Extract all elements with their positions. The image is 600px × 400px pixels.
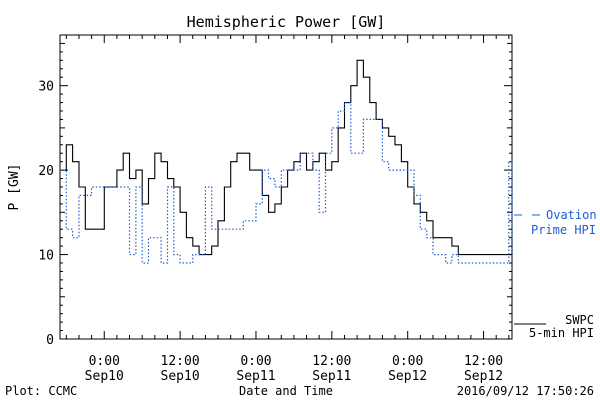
x-tick-label-time: 0:00: [89, 354, 120, 369]
x-axis-label: Date and Time: [239, 384, 333, 398]
y-axis-label: P [GW]: [7, 164, 22, 211]
y-tick-label: 0: [46, 333, 54, 348]
swpc-label-line1: SWPC: [565, 313, 594, 327]
ovation-label-line2: Prime HPI: [531, 223, 596, 237]
series-layer: [60, 59, 513, 264]
y-tick-label: 20: [38, 164, 54, 179]
swpc-label-line2: 5-min HPI: [529, 326, 594, 340]
ovation-legend: Ovation Prime HPI: [514, 208, 597, 237]
footer-plot-credit: Plot: CCMC: [5, 384, 77, 398]
ovation-prime-hpi-series-line: [60, 102, 513, 264]
y-axis: 0 10 20 30: [38, 34, 512, 348]
x-tick-label-date: Sep11: [236, 369, 275, 384]
x-tick-label-time: 0:00: [240, 354, 271, 369]
x-tick-label-date: Sep11: [312, 369, 351, 384]
ovation-label-line1: Ovation: [546, 208, 597, 222]
swpc-hpi-series-line: [60, 59, 513, 256]
swpc-legend: SWPC 5-min HPI: [514, 313, 594, 340]
x-tick-label-date: Sep10: [85, 369, 124, 384]
x-tick-label-date: Sep10: [161, 369, 200, 384]
x-tick-label-date: Sep12: [388, 369, 427, 384]
x-tick-label-time: 12:00: [161, 354, 200, 369]
x-tick-label-time: 0:00: [392, 354, 423, 369]
x-tick-label-time: 12:00: [312, 354, 351, 369]
y-tick-label: 30: [38, 80, 54, 95]
x-tick-label-date: Sep12: [464, 369, 503, 384]
y-tick-label: 10: [38, 249, 54, 264]
x-tick-label-time: 12:00: [464, 354, 503, 369]
chart-title: Hemispheric Power [GW]: [187, 13, 386, 31]
footer-timestamp: 2016/09/12 17:50:26: [457, 384, 594, 398]
x-axis: 0:00Sep1012:00Sep100:00Sep1112:00Sep110:…: [65, 35, 510, 384]
